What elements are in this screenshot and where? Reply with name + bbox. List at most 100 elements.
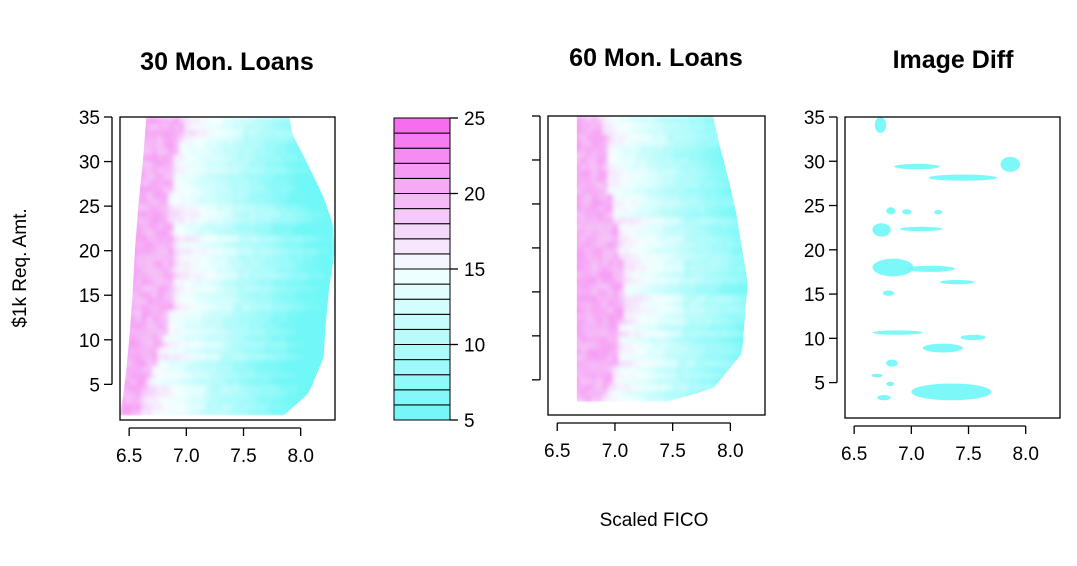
heat-cell — [596, 395, 603, 402]
heat-cell — [163, 260, 169, 267]
heat-cell — [152, 197, 159, 205]
heat-cell — [754, 283, 760, 290]
heat-cell — [216, 372, 223, 379]
heat-cell — [661, 377, 668, 385]
heat-cell — [737, 348, 744, 355]
heat-cell — [564, 277, 570, 284]
heat-cell — [136, 303, 143, 311]
heat-cell — [227, 403, 234, 410]
heat-cell — [222, 228, 229, 236]
heat-cell — [222, 129, 229, 137]
heat-cell — [721, 383, 728, 391]
heat-cell — [716, 330, 723, 337]
heat-cell — [157, 191, 164, 199]
heat-cell — [243, 297, 250, 305]
heat-cell — [640, 157, 647, 165]
plot-frame-image-diff — [844, 116, 1061, 419]
heat-cell — [302, 291, 309, 298]
heat-cell — [152, 403, 159, 410]
heat-cell — [286, 353, 293, 361]
heat-cell — [206, 154, 212, 162]
heat-cell — [710, 229, 717, 236]
heat-cell — [211, 291, 218, 298]
heat-cell — [136, 160, 143, 168]
heat-cell — [553, 378, 559, 385]
heat-cell — [189, 154, 196, 162]
heat-cell — [275, 403, 282, 410]
heat-cell — [602, 235, 609, 242]
heat-cell — [553, 312, 559, 319]
heat-cell — [216, 353, 223, 361]
heat-cell — [634, 372, 641, 379]
heat-cell — [163, 390, 169, 398]
heat-cell — [318, 235, 325, 242]
shared-x-axis-label: Scaled FICO — [600, 510, 709, 531]
heat-cell — [651, 199, 658, 206]
heat-cell — [618, 276, 625, 284]
heat-cell — [645, 223, 652, 230]
heat-cell — [683, 241, 690, 248]
heat-cell — [716, 324, 723, 331]
heat-cell — [286, 141, 293, 149]
color-level-swatch — [393, 117, 451, 134]
heat-cell — [249, 278, 255, 286]
heat-cell — [678, 241, 685, 248]
heat-cell — [195, 197, 202, 205]
heat-cell — [694, 235, 701, 242]
heat-cell — [548, 366, 554, 373]
heat-cell — [292, 396, 298, 404]
heat-cell — [318, 117, 325, 124]
heat-cell — [259, 316, 266, 323]
heat-cell — [157, 396, 164, 404]
heat-cell — [130, 272, 137, 280]
heat-cell — [120, 396, 126, 404]
heat-cell — [596, 163, 603, 171]
heat-cell — [727, 252, 734, 260]
heat-cell — [120, 365, 126, 373]
heat-cell — [570, 295, 576, 302]
heat-cell — [613, 300, 620, 308]
heat-cell — [189, 185, 196, 193]
heat-cell — [130, 266, 137, 274]
heat-cell — [710, 163, 717, 171]
heat-cell — [286, 372, 293, 379]
heat-cell — [580, 187, 587, 195]
heat-cell — [297, 160, 304, 168]
heat-cell — [570, 336, 576, 343]
heat-cell — [173, 235, 180, 242]
heat-cell — [651, 229, 658, 236]
heat-cell — [249, 117, 255, 124]
heat-cell — [629, 145, 636, 153]
heat-cell — [243, 372, 250, 379]
heat-cell — [270, 172, 277, 180]
heat-cell — [596, 229, 603, 236]
heat-cell — [324, 384, 331, 392]
heat-cell — [705, 246, 712, 254]
heat-cell — [281, 260, 288, 267]
heat-cell — [232, 135, 239, 143]
heat-cell — [297, 378, 304, 386]
heat-cell — [173, 228, 180, 236]
heat-cell — [559, 140, 565, 147]
heat-cell — [548, 301, 554, 308]
heat-cell — [281, 403, 288, 410]
heat-cell — [634, 199, 641, 206]
heat-cell — [216, 316, 223, 323]
heat-cell — [216, 154, 223, 162]
heat-cell — [146, 309, 153, 317]
heat-cell — [163, 179, 169, 187]
heat-cell — [275, 340, 282, 348]
heat-cell — [168, 322, 175, 330]
heat-cell — [195, 185, 202, 193]
heat-cell — [548, 223, 554, 230]
heat-cell — [570, 259, 576, 266]
heat-cell — [324, 334, 331, 342]
heat-cell — [206, 216, 212, 224]
heat-cell — [130, 316, 137, 323]
heat-cell — [152, 235, 159, 242]
heat-cell — [640, 312, 647, 320]
heat-cell — [640, 235, 647, 242]
heat-cell — [645, 193, 652, 200]
heat-cell — [281, 297, 288, 305]
